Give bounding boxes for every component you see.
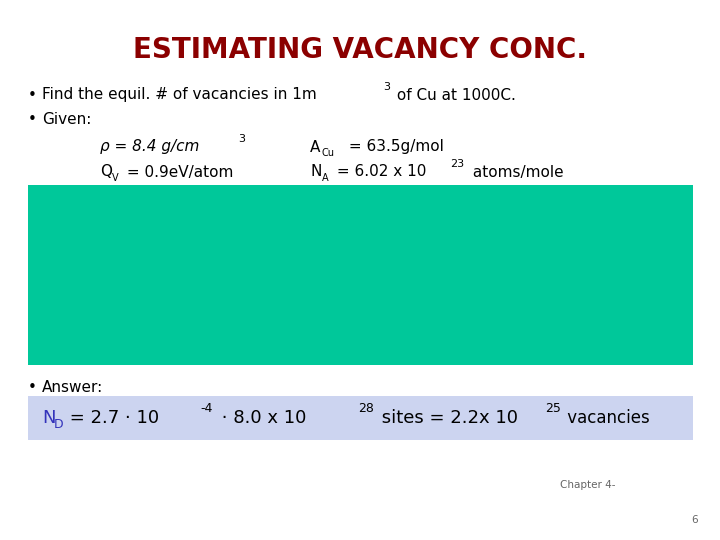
Text: Find the equil. # of vacancies in 1m: Find the equil. # of vacancies in 1m — [42, 87, 317, 103]
FancyBboxPatch shape — [28, 396, 693, 440]
Text: · 8.0 x 10: · 8.0 x 10 — [216, 409, 307, 427]
Text: D: D — [54, 417, 63, 430]
Text: = 63.5g/mol: = 63.5g/mol — [344, 139, 444, 154]
Text: = 2.7 · 10: = 2.7 · 10 — [64, 409, 159, 427]
Text: ESTIMATING VACANCY CONC.: ESTIMATING VACANCY CONC. — [133, 36, 587, 64]
Text: = 6.02 x 10: = 6.02 x 10 — [332, 165, 426, 179]
Text: Chapter 4-: Chapter 4- — [560, 480, 616, 490]
Text: = 0.9eV/atom: = 0.9eV/atom — [122, 165, 233, 179]
Text: 3: 3 — [383, 82, 390, 92]
Text: ρ = 8.4 g/cm: ρ = 8.4 g/cm — [100, 139, 199, 154]
Text: 23: 23 — [450, 159, 464, 169]
Text: N: N — [310, 165, 321, 179]
Text: atoms/mole: atoms/mole — [468, 165, 564, 179]
Text: N: N — [42, 409, 55, 427]
Text: •: • — [28, 112, 37, 127]
Text: vacancies: vacancies — [562, 409, 649, 427]
Text: of Cu at 1000C.: of Cu at 1000C. — [392, 87, 516, 103]
Text: A: A — [310, 139, 320, 154]
Text: 28: 28 — [358, 402, 374, 415]
Text: V: V — [112, 173, 119, 183]
Text: 3: 3 — [238, 134, 245, 144]
Text: Cu: Cu — [322, 148, 335, 158]
Text: 25: 25 — [545, 402, 561, 415]
Text: •: • — [28, 380, 37, 395]
Text: A: A — [322, 173, 328, 183]
FancyBboxPatch shape — [28, 185, 693, 365]
Text: -4: -4 — [200, 402, 212, 415]
Text: •: • — [28, 87, 37, 103]
Text: 6: 6 — [692, 515, 698, 525]
Text: Answer:: Answer: — [42, 380, 103, 395]
Text: sites = 2.2x 10: sites = 2.2x 10 — [376, 409, 518, 427]
Text: Given:: Given: — [42, 112, 91, 127]
Text: Q: Q — [100, 165, 112, 179]
